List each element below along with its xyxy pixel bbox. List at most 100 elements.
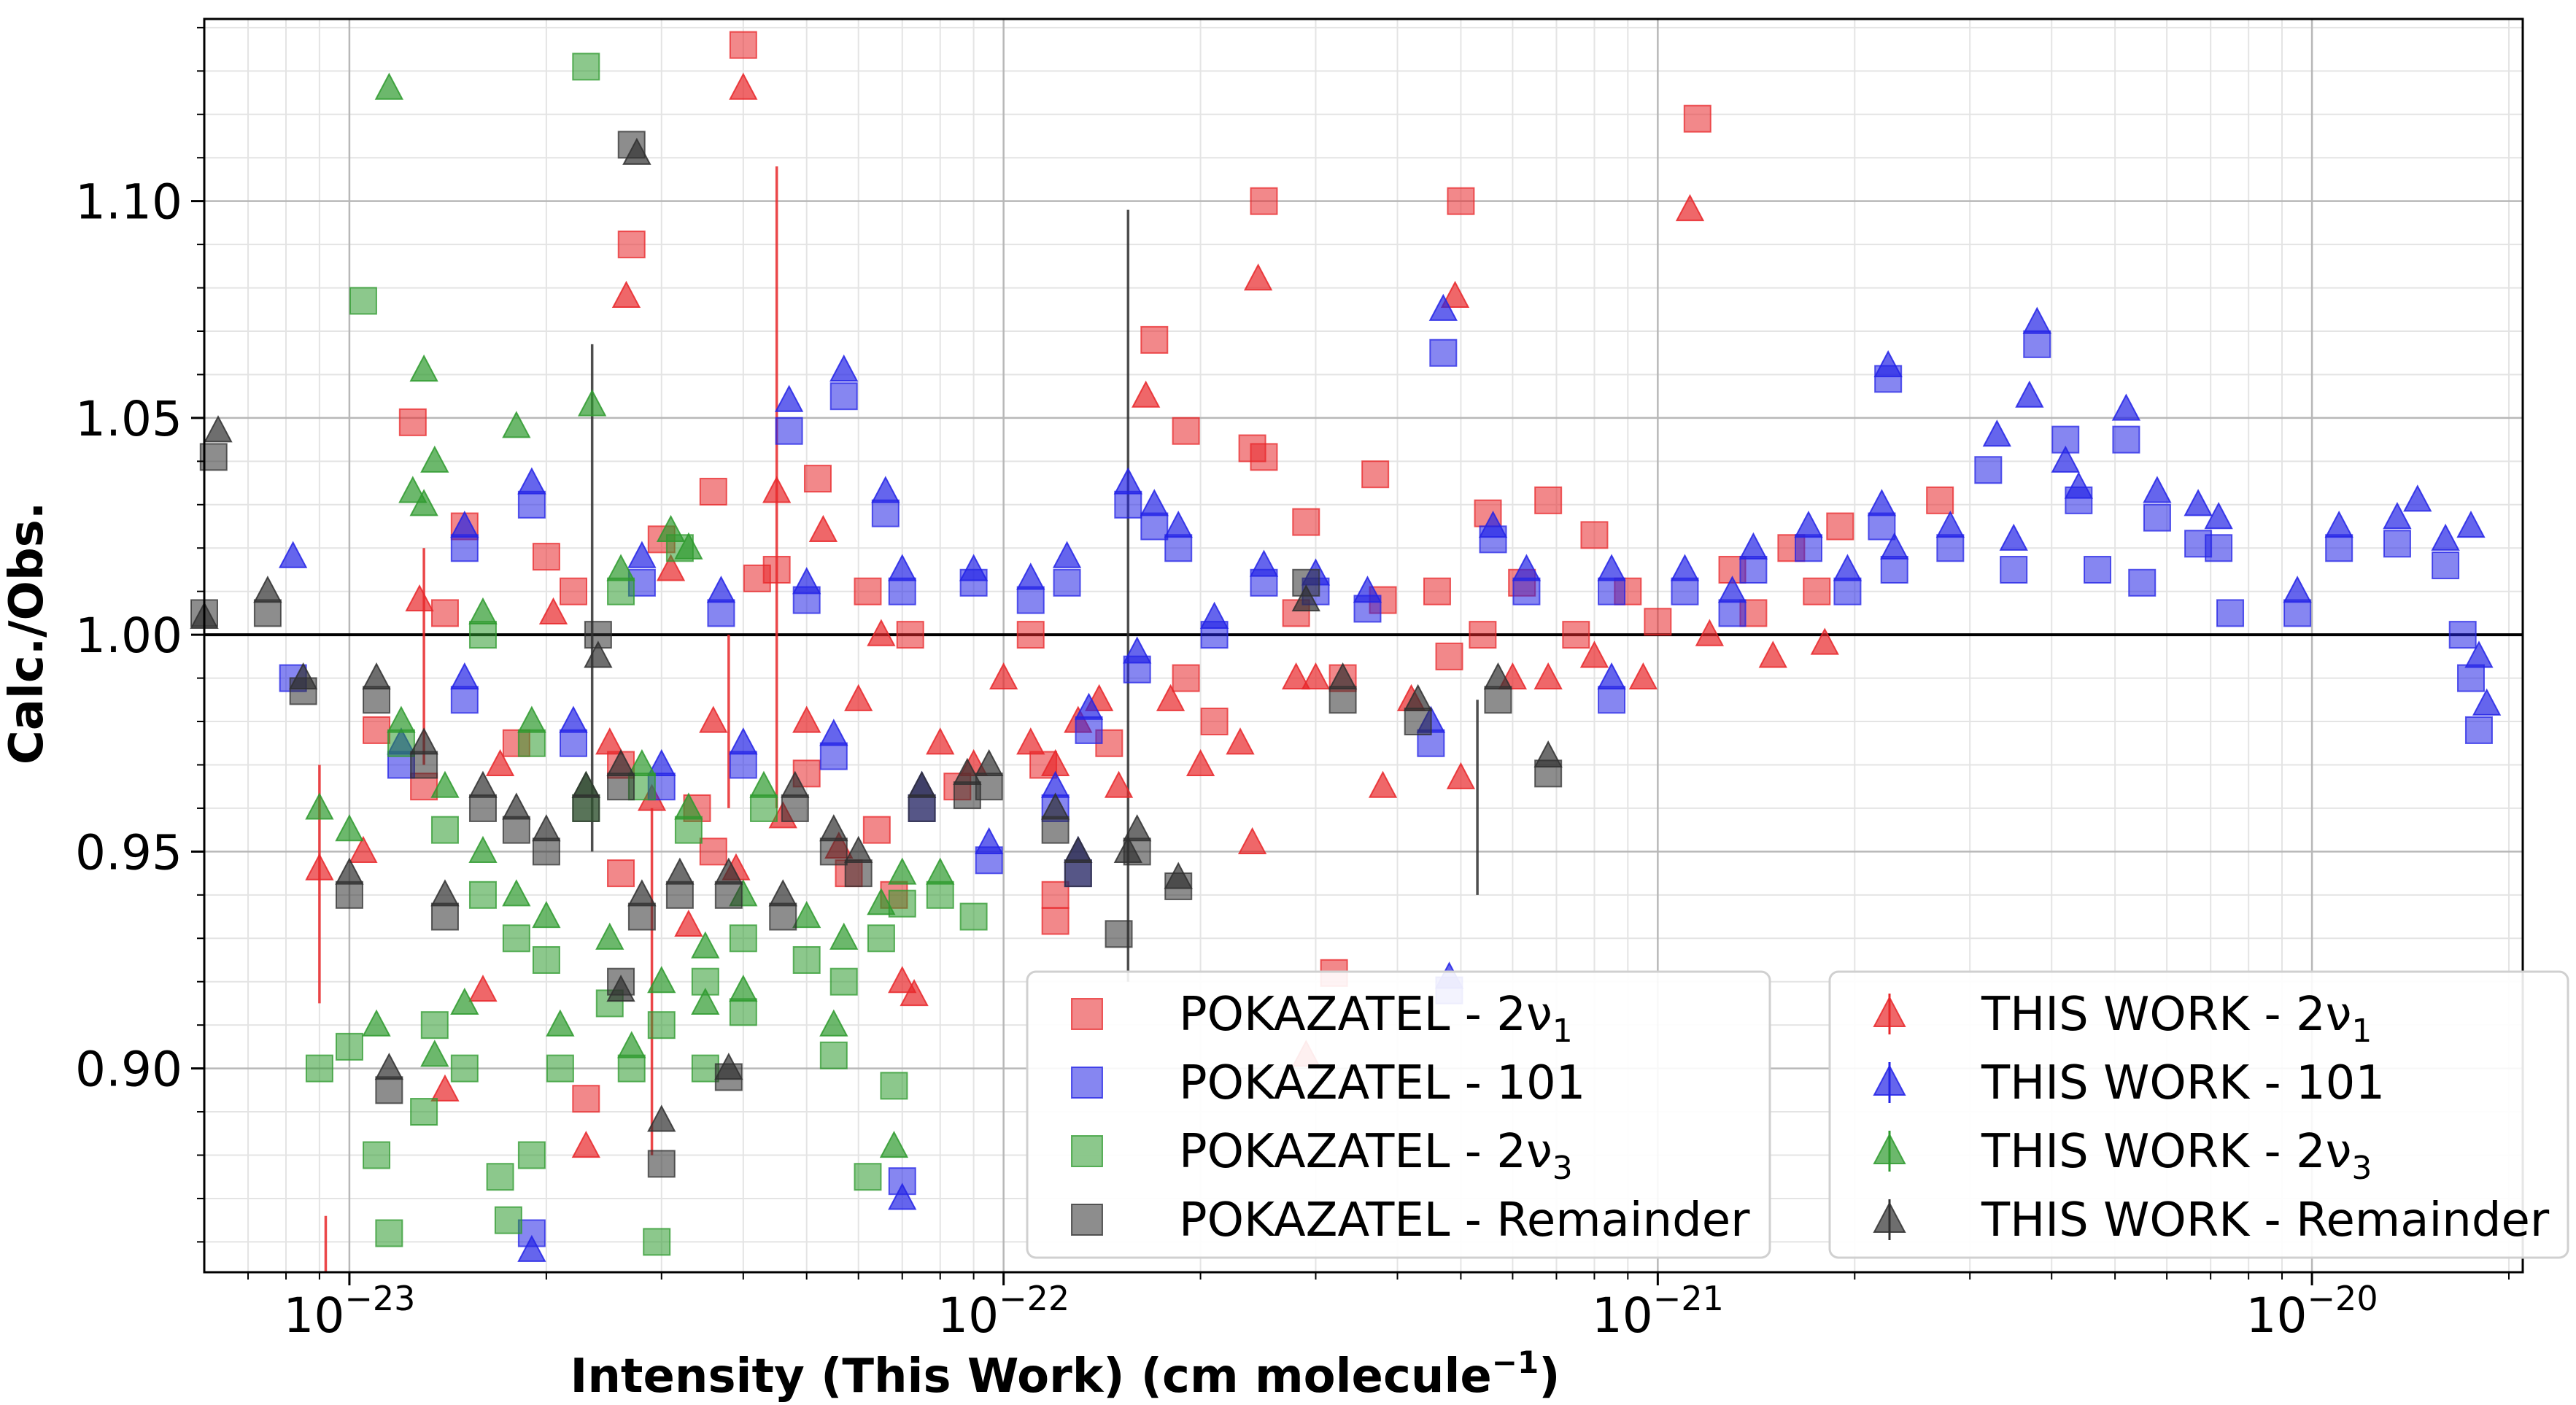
data-point-square xyxy=(2283,599,2312,627)
data-point-triangle xyxy=(2143,476,2172,503)
x-tick-label: 10−22 xyxy=(937,1279,1070,1344)
legend-label: THIS WORK - 101 xyxy=(1981,1056,2385,1110)
data-point-triangle xyxy=(571,770,600,798)
data-point-triangle xyxy=(627,879,657,907)
data-point-square xyxy=(1671,577,1699,605)
x-tick-label: 10−21 xyxy=(1592,1279,1724,1344)
data-point-square xyxy=(1172,417,1200,445)
data-point-square xyxy=(363,716,391,744)
data-point-square xyxy=(559,577,587,605)
x-axis-label-close: ) xyxy=(1539,1350,1560,1404)
data-point-square xyxy=(517,490,546,519)
data-point-square xyxy=(1484,686,1512,714)
data-point-triangle xyxy=(1867,489,1897,516)
data-point-triangle xyxy=(1016,562,1045,590)
data-point-triangle xyxy=(674,532,703,560)
data-point-square xyxy=(871,499,900,527)
data-point-square xyxy=(494,1206,522,1234)
data-point-square xyxy=(559,729,587,757)
data-point-triangle xyxy=(502,411,531,438)
data-point-triangle xyxy=(1579,640,1609,668)
data-point-triangle xyxy=(606,748,635,777)
data-point-triangle xyxy=(517,467,546,495)
data-point-square xyxy=(1404,708,1432,736)
data-point-square xyxy=(450,534,479,562)
data-point-triangle xyxy=(729,975,758,1002)
data-point-triangle xyxy=(409,727,438,755)
data-point-triangle xyxy=(1428,293,1458,321)
data-point-triangle xyxy=(1758,640,1787,668)
data-point-triangle xyxy=(1478,510,1508,538)
data-point-triangle xyxy=(729,72,758,100)
data-point-square xyxy=(926,880,954,909)
data-point-triangle xyxy=(1597,554,1626,581)
data-point-square xyxy=(862,816,891,844)
data-point-triangle xyxy=(1533,662,1563,690)
data-point-square xyxy=(1016,621,1045,649)
data-point-triangle xyxy=(420,445,449,473)
data-point-square xyxy=(707,599,735,627)
data-point-square xyxy=(819,1041,848,1069)
data-point-triangle xyxy=(2403,484,2432,512)
data-point-triangle xyxy=(819,1009,848,1037)
data-point-triangle xyxy=(288,662,318,690)
data-point-square xyxy=(375,1219,403,1247)
data-point-square xyxy=(699,837,727,866)
data-point-square xyxy=(517,729,546,757)
y-axis-label: Calc./Obs. xyxy=(0,502,54,765)
data-point-triangle xyxy=(792,705,821,733)
data-point-square xyxy=(1868,512,1896,541)
legend-frame xyxy=(1026,970,1771,1259)
legend-label: THIS WORK - Remainder xyxy=(1981,1193,2550,1247)
data-point-square xyxy=(2143,503,2171,532)
data-point-square xyxy=(1534,486,1563,514)
data-point-triangle xyxy=(606,975,635,1002)
data-point-triangle xyxy=(2184,489,2213,516)
data-point-triangle xyxy=(1016,727,1045,755)
data-point-triangle xyxy=(888,554,917,581)
data-point-square xyxy=(1469,621,1497,649)
data-point-square xyxy=(607,577,635,605)
data-point-triangle xyxy=(611,280,641,309)
data-point-square xyxy=(803,465,832,493)
data-point-square xyxy=(410,751,438,779)
data-point-square xyxy=(572,794,600,822)
data-point-triangle xyxy=(768,879,797,907)
data-point-triangle xyxy=(1156,684,1185,711)
data-point-triangle xyxy=(627,748,657,777)
data-point-square xyxy=(1926,486,1954,514)
data-point-square xyxy=(1250,187,1278,215)
data-point-triangle xyxy=(1301,662,1331,690)
data-point-square xyxy=(1140,325,1169,354)
data-point-triangle xyxy=(517,1234,546,1262)
data-point-square xyxy=(2464,716,2493,744)
data-point-triangle xyxy=(1132,380,1161,408)
data-point-square xyxy=(572,1085,600,1113)
data-point-triangle xyxy=(871,476,900,503)
data-point-square xyxy=(959,902,988,931)
data-point-square xyxy=(1936,534,1965,562)
data-point-triangle xyxy=(578,389,607,417)
data-point-square xyxy=(2023,330,2051,358)
data-point-square xyxy=(1826,512,1854,541)
data-point-square xyxy=(349,287,377,315)
data-point-triangle xyxy=(2051,445,2080,473)
data-point-triangle xyxy=(1717,576,1747,603)
data-point-triangle xyxy=(1249,549,1279,577)
legend-label: THIS WORK - 2ν1 xyxy=(1981,988,2372,1050)
data-point-triangle xyxy=(1226,727,1255,755)
data-point-square xyxy=(2325,534,2353,562)
data-point-square xyxy=(714,880,743,909)
data-point-square xyxy=(335,1032,363,1061)
data-point-triangle xyxy=(792,900,821,929)
data-point-triangle xyxy=(647,966,676,994)
data-point-triangle xyxy=(1999,523,2028,551)
data-point-triangle xyxy=(374,72,404,100)
data-point-triangle xyxy=(387,705,416,733)
data-point-triangle xyxy=(253,576,282,603)
data-point-triangle xyxy=(517,705,546,733)
data-point-triangle xyxy=(1328,662,1358,690)
data-point-triangle xyxy=(1123,636,1152,664)
data-point-triangle xyxy=(1794,510,1823,538)
data-point-triangle xyxy=(409,489,438,516)
